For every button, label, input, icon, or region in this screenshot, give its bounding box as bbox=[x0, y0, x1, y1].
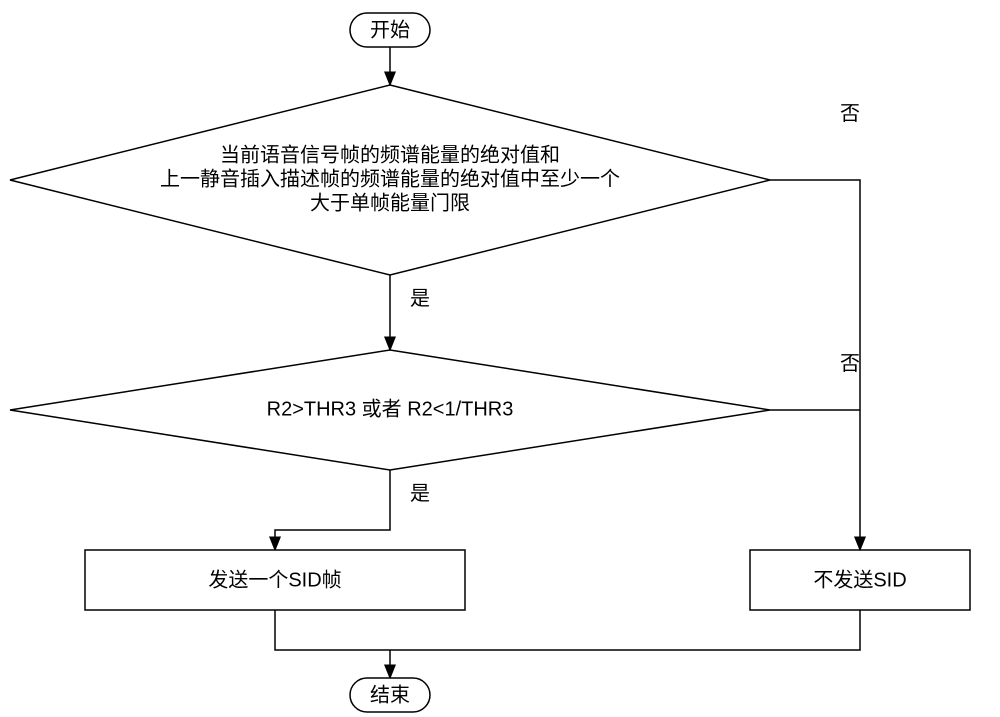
start-label: 开始 bbox=[370, 18, 410, 41]
d2: R2>THR3 或者 R2<1/THR3 bbox=[10, 350, 770, 470]
d1-line-1: 上一静音插入描述帧的频谱能量的绝对值中至少一个 bbox=[160, 167, 620, 190]
edge-label-4: 否 bbox=[840, 353, 860, 375]
d1-line-2: 大于单帧能量门限 bbox=[310, 191, 470, 214]
edge-label-3: 否 bbox=[840, 103, 860, 125]
edge-5 bbox=[275, 610, 860, 650]
p2-label: 不发送SID bbox=[813, 568, 906, 591]
p1-label: 发送一个SID帧 bbox=[208, 568, 341, 591]
p1: 发送一个SID帧 bbox=[85, 550, 465, 610]
start: 开始 bbox=[350, 13, 430, 47]
end-label: 结束 bbox=[370, 683, 410, 706]
d1-line-0: 当前语音信号帧的频谱能量的绝对值和 bbox=[220, 143, 560, 166]
edge-2 bbox=[275, 470, 390, 550]
d1: 当前语音信号帧的频谱能量的绝对值和上一静音插入描述帧的频谱能量的绝对值中至少一个… bbox=[10, 85, 770, 275]
edge-label-1: 是 bbox=[410, 288, 430, 310]
d2-line-0: R2>THR3 或者 R2<1/THR3 bbox=[267, 397, 514, 420]
p2: 不发送SID bbox=[750, 550, 970, 610]
end: 结束 bbox=[350, 678, 430, 712]
edge-label-2: 是 bbox=[410, 483, 430, 505]
